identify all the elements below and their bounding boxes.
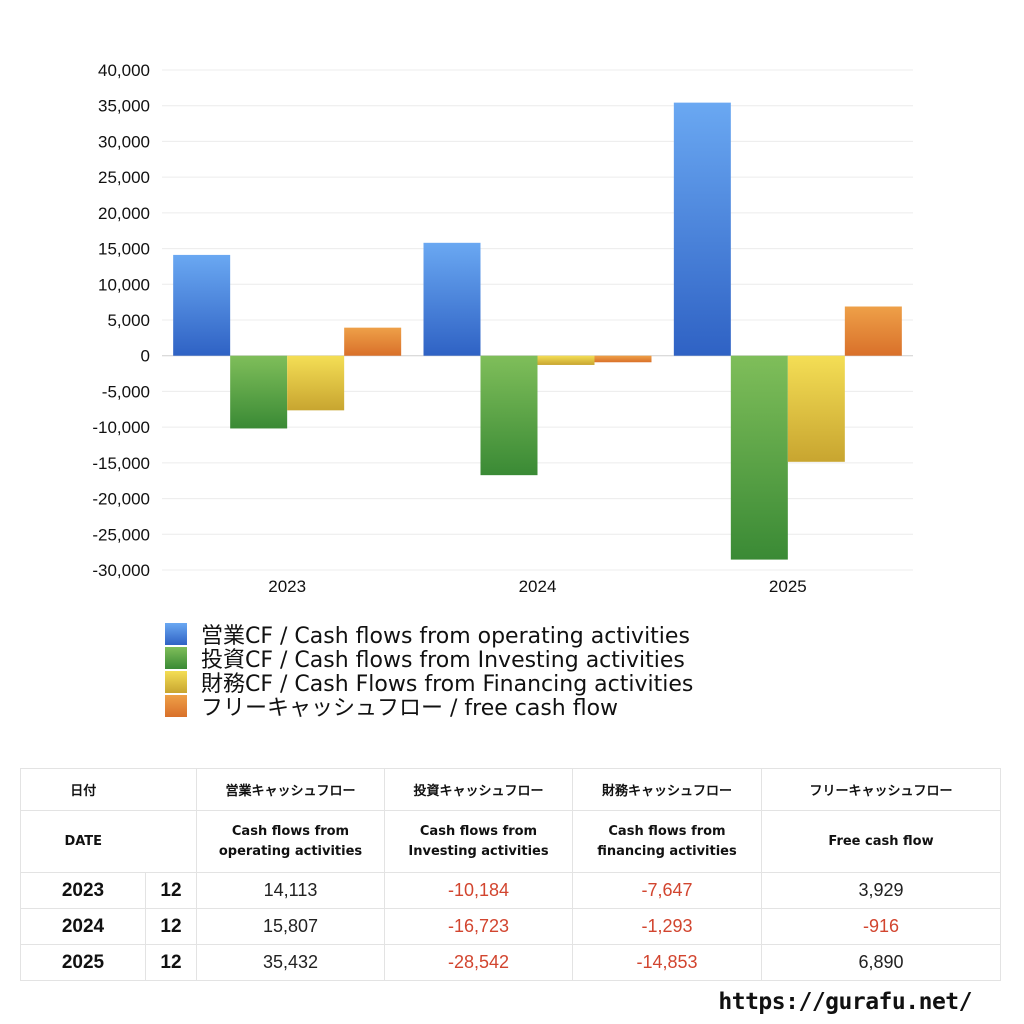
row-financing: -14,853 bbox=[572, 944, 762, 981]
y-tick-label: 10,000 bbox=[98, 275, 150, 294]
row-free: -916 bbox=[761, 908, 1001, 945]
bar-2025-series-2 bbox=[787, 355, 845, 462]
row-free: 6,890 bbox=[761, 944, 1001, 981]
row-year: 2023 bbox=[20, 872, 146, 909]
legend-item-operating: 営業CF / Cash flows from operating activit… bbox=[165, 622, 693, 649]
bar-2023-series-1 bbox=[230, 355, 288, 429]
row-operating: 35,432 bbox=[196, 944, 385, 981]
bar-2023-series-2 bbox=[287, 355, 345, 411]
y-tick-label: -15,000 bbox=[92, 454, 150, 473]
y-tick-label: 30,000 bbox=[98, 132, 150, 151]
header-spacer-en bbox=[145, 810, 197, 873]
y-tick-label: -30,000 bbox=[92, 561, 150, 580]
y-tick-label: 40,000 bbox=[98, 61, 150, 80]
row-year: 2025 bbox=[20, 944, 146, 981]
row-year: 2024 bbox=[20, 908, 146, 945]
header-spacer bbox=[145, 768, 197, 811]
y-tick-label: -10,000 bbox=[92, 418, 150, 437]
bar-2024-series-1 bbox=[480, 355, 538, 476]
legend-label-financing: 財務CF / Cash Flows from Financing activit… bbox=[201, 672, 694, 697]
row-month: 12 bbox=[145, 872, 197, 909]
row-operating: 15,807 bbox=[196, 908, 385, 945]
header-free-ja: フリーキャッシュフロー bbox=[761, 768, 1001, 811]
table-row: 2023 12 14,113 -10,184 -7,647 3,929 bbox=[20, 872, 1001, 909]
row-investing: -28,542 bbox=[384, 944, 573, 981]
row-financing: -7,647 bbox=[572, 872, 762, 909]
x-axis: 2023 2024 2025 bbox=[268, 577, 806, 596]
cash-flow-table: 日付 営業キャッシュフロー 投資キャッシュフロー 財務キャッシュフロー フリーキ… bbox=[20, 768, 1001, 981]
row-operating: 14,113 bbox=[196, 872, 385, 909]
legend-swatch-financing bbox=[165, 671, 187, 693]
table-header-ja: 日付 営業キャッシュフロー 投資キャッシュフロー 財務キャッシュフロー フリーキ… bbox=[20, 768, 1001, 811]
row-investing: -10,184 bbox=[384, 872, 573, 909]
legend-item-free: フリーキャッシュフロー / free cash flow bbox=[165, 694, 693, 721]
row-financing: -1,293 bbox=[572, 908, 762, 945]
bar-2024-series-2 bbox=[537, 355, 595, 365]
header-date-en: DATE bbox=[20, 810, 146, 873]
x-tick-label: 2025 bbox=[769, 577, 807, 596]
site-url-link[interactable]: https://gurafu.net/ bbox=[718, 989, 972, 1015]
y-tick-label: 20,000 bbox=[98, 204, 150, 223]
row-free: 3,929 bbox=[761, 872, 1001, 909]
x-tick-label: 2023 bbox=[268, 577, 306, 596]
header-free-en: Free cash flow bbox=[761, 810, 1001, 873]
row-investing: -16,723 bbox=[384, 908, 573, 945]
legend-swatch-free bbox=[165, 695, 187, 717]
bar-2024-series-3 bbox=[594, 355, 652, 363]
table-row: 2025 12 35,432 -28,542 -14,853 6,890 bbox=[20, 944, 1001, 981]
y-tick-label: 0 bbox=[141, 347, 150, 366]
legend: 営業CF / Cash flows from operating activit… bbox=[165, 622, 693, 721]
header-investing-en: Cash flows from Investing activities bbox=[384, 810, 573, 873]
row-month: 12 bbox=[145, 944, 197, 981]
x-tick-label: 2024 bbox=[519, 577, 557, 596]
header-financing-en: Cash flows from financing activities bbox=[572, 810, 762, 873]
y-tick-label: 5,000 bbox=[107, 311, 150, 330]
gridlines bbox=[162, 69, 913, 571]
legend-label-investing: 投資CF / Cash flows from Investing activit… bbox=[201, 648, 685, 673]
legend-label-free: フリーキャッシュフロー / free cash flow bbox=[201, 696, 619, 721]
bar-2023-series-0 bbox=[173, 254, 231, 356]
legend-swatch-operating bbox=[165, 623, 187, 645]
header-operating-ja: 営業キャッシュフロー bbox=[196, 768, 385, 811]
header-investing-ja: 投資キャッシュフロー bbox=[384, 768, 573, 811]
y-axis: 40,000 35,000 30,000 25,000 20,000 15,000 10,0… bbox=[92, 61, 150, 580]
y-tick-label: -20,000 bbox=[92, 490, 150, 509]
legend-swatch-investing bbox=[165, 647, 187, 669]
bars bbox=[173, 102, 902, 560]
bar-2025-series-1 bbox=[730, 355, 788, 560]
header-operating-en: Cash flows from operating activities bbox=[196, 810, 385, 873]
legend-item-investing: 投資CF / Cash flows from Investing activit… bbox=[165, 646, 693, 673]
table-header-en: DATE Cash flows from operating activities… bbox=[20, 810, 1001, 873]
y-tick-label: -5,000 bbox=[102, 382, 150, 401]
cash-flow-bar-chart: 40,000 35,000 30,000 25,000 20,000 15,000 10,0… bbox=[92, 61, 913, 596]
y-tick-label: 35,000 bbox=[98, 97, 150, 116]
y-tick-label: 15,000 bbox=[98, 240, 150, 259]
header-date-ja: 日付 bbox=[20, 768, 146, 811]
legend-item-financing: 財務CF / Cash Flows from Financing activit… bbox=[165, 670, 693, 697]
y-tick-label: 25,000 bbox=[98, 168, 150, 187]
legend-label-operating: 営業CF / Cash flows from operating activit… bbox=[201, 624, 690, 649]
bar-2023-series-3 bbox=[344, 327, 402, 356]
row-month: 12 bbox=[145, 908, 197, 945]
bar-2025-series-3 bbox=[844, 306, 902, 356]
bar-2024-series-0 bbox=[423, 242, 481, 356]
bar-2025-series-0 bbox=[673, 102, 731, 356]
table-row: 2024 12 15,807 -16,723 -1,293 -916 bbox=[20, 908, 1001, 945]
y-tick-label: -25,000 bbox=[92, 525, 150, 544]
header-financing-ja: 財務キャッシュフロー bbox=[572, 768, 762, 811]
